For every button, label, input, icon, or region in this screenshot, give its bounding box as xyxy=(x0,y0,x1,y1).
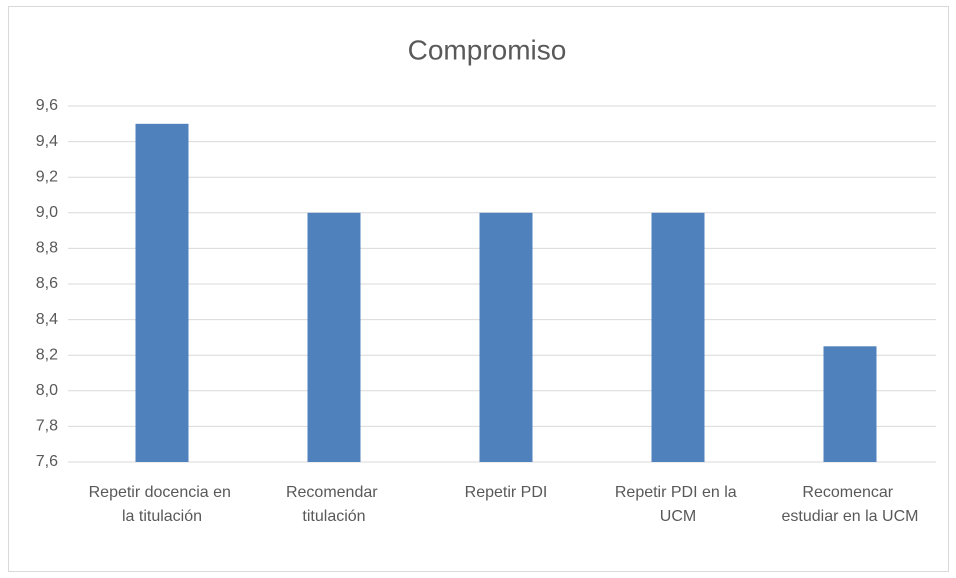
bar xyxy=(135,123,189,463)
x-tick-label: Recomencar estudiar en la UCM xyxy=(782,484,919,525)
y-tick-label: 7,8 xyxy=(36,418,58,435)
chart-title: Compromiso xyxy=(408,34,567,65)
bar xyxy=(651,212,705,462)
bar xyxy=(823,346,877,462)
y-tick-label: 8,4 xyxy=(36,311,58,328)
y-tick-label: 9,4 xyxy=(36,133,58,150)
x-tick-label: Repetir docencia en la titulación xyxy=(89,484,236,525)
y-tick-label: 8,8 xyxy=(36,240,58,257)
bar xyxy=(307,212,361,462)
y-tick-label: 9,6 xyxy=(36,97,58,114)
x-tick-label: Recomendar titulación xyxy=(286,484,382,525)
y-tick-label: 7,6 xyxy=(36,453,58,470)
y-tick-label: 9,0 xyxy=(36,204,58,221)
y-tick-label: 8,0 xyxy=(36,382,58,399)
y-tick-label: 8,2 xyxy=(36,346,58,363)
x-tick-label: Repetir PDI xyxy=(465,484,548,501)
y-tick-label: 8,6 xyxy=(36,275,58,292)
y-tick-label: 9,2 xyxy=(36,168,58,185)
bar xyxy=(479,212,533,462)
x-tick-label: Repetir PDI en la UCM xyxy=(615,484,741,525)
